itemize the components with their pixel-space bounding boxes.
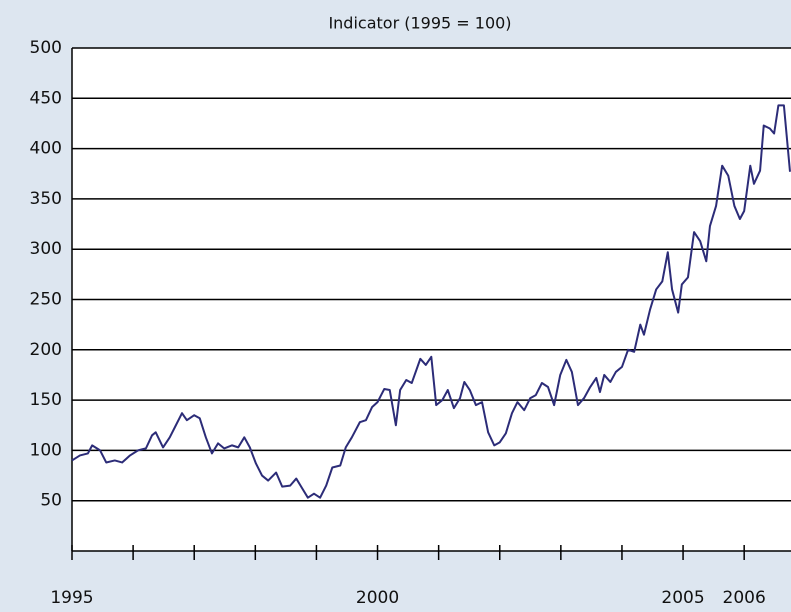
x-tick-label: 2000 — [356, 588, 399, 608]
y-tick-label: 400 — [30, 139, 62, 159]
x-tick-label: 2006 — [723, 588, 766, 608]
y-tick-label: 100 — [30, 440, 62, 460]
chart-title: Indicator (1995 = 100) — [328, 14, 511, 33]
x-tick-label: 1995 — [50, 588, 93, 608]
y-tick-label: 200 — [30, 340, 62, 360]
y-tick-label: 50 — [40, 491, 62, 511]
series-line — [71, 104, 791, 499]
y-tick-label: 300 — [30, 239, 62, 259]
y-tick-label: 150 — [30, 390, 62, 410]
y-tick-label: 500 — [30, 38, 62, 58]
x-tick-label: 2005 — [661, 588, 704, 608]
y-tick-label: 250 — [30, 290, 62, 310]
y-tick-label: 350 — [30, 189, 62, 209]
y-tick-label: 450 — [30, 88, 62, 108]
